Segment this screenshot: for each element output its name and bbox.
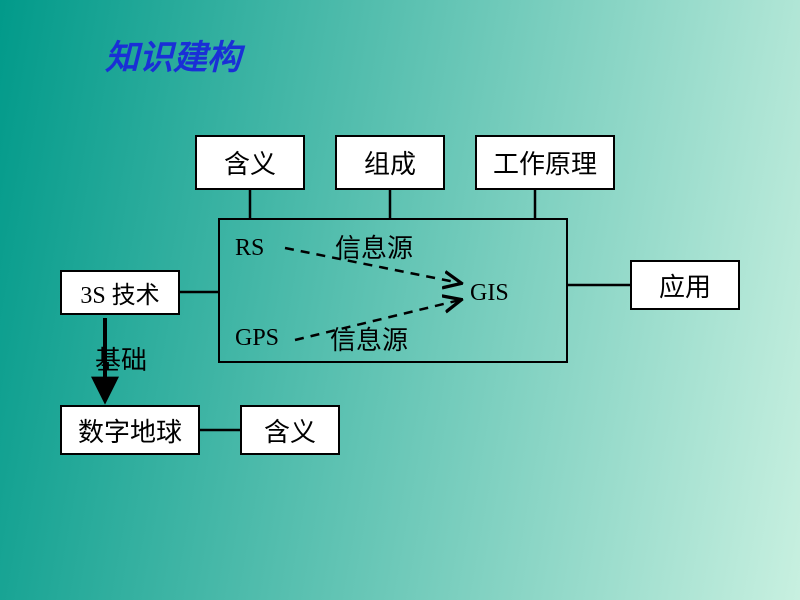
node-hanyi2-label: 含义 xyxy=(264,412,316,449)
node-zucheng-label: 组成 xyxy=(364,144,416,181)
node-digital-earth-label: 数字地球 xyxy=(78,412,182,449)
label-source-2: 信息源 xyxy=(330,320,408,357)
node-yuanli: 工作原理 xyxy=(475,135,615,190)
node-digital-earth: 数字地球 xyxy=(60,405,200,455)
node-zucheng: 组成 xyxy=(335,135,445,190)
label-gis: GIS xyxy=(470,280,509,307)
label-jichu: 基础 xyxy=(95,340,147,377)
node-hanyi-label: 含义 xyxy=(224,144,276,181)
node-hanyi: 含义 xyxy=(195,135,305,190)
slide-title: 知识建构 xyxy=(105,30,241,79)
label-gps: GPS xyxy=(235,325,279,352)
node-yuanli-label: 工作原理 xyxy=(493,144,597,181)
node-hanyi2: 含义 xyxy=(240,405,340,455)
label-rs: RS xyxy=(235,235,264,262)
node-3s-label: 3S 技术 xyxy=(80,275,159,310)
node-3s: 3S 技术 xyxy=(60,270,180,315)
label-source-1: 信息源 xyxy=(335,228,413,265)
node-yingyong: 应用 xyxy=(630,260,740,310)
node-yingyong-label: 应用 xyxy=(659,267,711,304)
